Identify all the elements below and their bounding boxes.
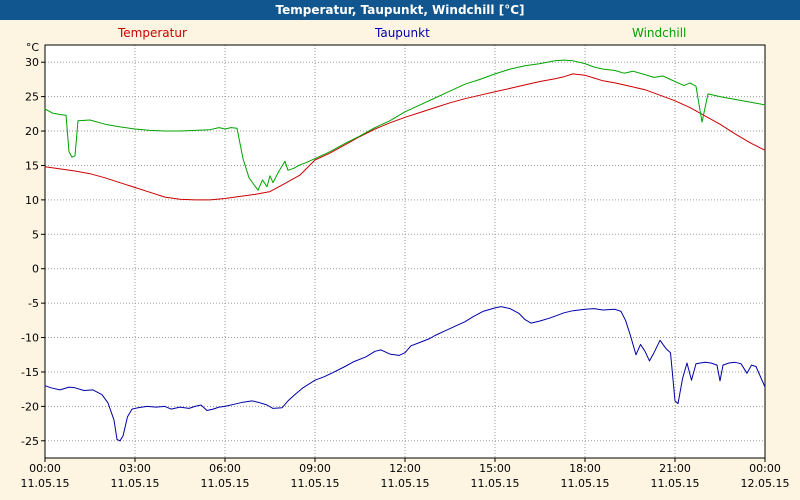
legend-item-taupunkt: Taupunkt bbox=[375, 26, 430, 40]
series-line-windchill bbox=[44, 59, 766, 191]
x-tick-date-label: 11.05.15 bbox=[111, 477, 160, 490]
y-tick-label: 30 bbox=[25, 56, 39, 69]
y-tick-label: -10 bbox=[21, 332, 39, 345]
y-axis-unit-label: °C bbox=[26, 41, 40, 54]
title-bar: Temperatur, Taupunkt, Windchill [°C] bbox=[0, 0, 800, 20]
x-tick-time-label: 03:00 bbox=[119, 462, 151, 475]
x-tick-time-label: 21:00 bbox=[659, 462, 691, 475]
x-tick-date-label: 11.05.15 bbox=[201, 477, 250, 490]
plot-background bbox=[45, 45, 765, 458]
x-tick-time-label: 12:00 bbox=[389, 462, 421, 475]
y-tick-label: 5 bbox=[32, 228, 39, 241]
y-tick-label: -20 bbox=[21, 400, 39, 413]
x-tick-date-label: 11.05.15 bbox=[381, 477, 430, 490]
y-tick-label: -15 bbox=[21, 366, 39, 379]
page-title: Temperatur, Taupunkt, Windchill [°C] bbox=[275, 3, 525, 17]
x-tick-time-label: 00:00 bbox=[749, 462, 781, 475]
x-tick-date-label: 11.05.15 bbox=[21, 477, 70, 490]
legend-item-temperatur: Temperatur bbox=[118, 26, 187, 40]
y-tick-label: 25 bbox=[25, 91, 39, 104]
x-tick-time-label: 00:00 bbox=[29, 462, 61, 475]
y-tick-label: 0 bbox=[32, 263, 39, 276]
x-tick-date-label: 11.05.15 bbox=[651, 477, 700, 490]
plot-frame bbox=[44, 44, 766, 459]
series-line-taupunkt bbox=[44, 306, 766, 442]
x-tick-date-label: 11.05.15 bbox=[471, 477, 520, 490]
y-tick-label: 20 bbox=[25, 125, 39, 138]
x-tick-time-label: 06:00 bbox=[209, 462, 241, 475]
series-line-temperatur bbox=[44, 73, 766, 201]
y-tick-label: -25 bbox=[21, 435, 39, 448]
x-tick-time-label: 09:00 bbox=[299, 462, 331, 475]
y-tick-label: -5 bbox=[28, 297, 39, 310]
x-tick-date-label: 12.05.15 bbox=[741, 477, 790, 490]
y-tick-label: 10 bbox=[25, 194, 39, 207]
x-tick-time-label: 18:00 bbox=[569, 462, 601, 475]
y-tick-label: 15 bbox=[25, 159, 39, 172]
legend-item-windchill: Windchill bbox=[632, 26, 687, 40]
x-tick-date-label: 11.05.15 bbox=[291, 477, 340, 490]
x-tick-time-label: 15:00 bbox=[479, 462, 511, 475]
x-tick-date-label: 11.05.15 bbox=[561, 477, 610, 490]
